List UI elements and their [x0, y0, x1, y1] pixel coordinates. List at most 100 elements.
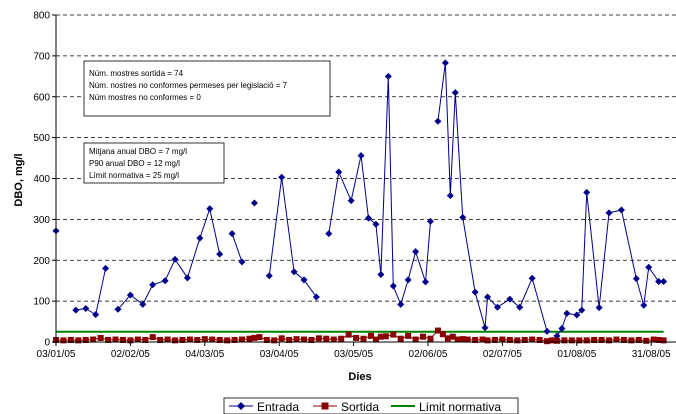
entrada-line-3 — [231, 233, 243, 263]
entrada-point — [426, 217, 434, 225]
sortida-point — [278, 335, 285, 342]
annotation-box-dbo: Mitjana anual DBO = 7 mg/l P90 anual DBO… — [83, 142, 225, 184]
entrada-point — [506, 295, 514, 303]
entrada-point — [364, 214, 372, 222]
sortida-point — [499, 336, 506, 343]
sortida-point — [561, 337, 568, 344]
sortida-point — [367, 332, 374, 339]
entrada-point — [459, 213, 467, 221]
sortida-point — [372, 336, 379, 343]
entrada-point — [434, 117, 442, 125]
sortida-point — [390, 331, 397, 338]
sortida-point — [315, 335, 322, 342]
sortida-point — [338, 335, 345, 342]
y-tick-labels: 0 100 200 300 400 500 600 700 800 — [33, 11, 50, 349]
entrada-point — [384, 72, 392, 80]
sortida-point — [464, 336, 471, 343]
y-tick-label-500: 500 — [33, 133, 50, 144]
entrada-point — [139, 300, 147, 308]
entrada-point — [484, 293, 492, 301]
sortida-point — [246, 335, 253, 342]
sortida-point — [142, 336, 149, 343]
sortida-point — [553, 337, 560, 344]
y-tick-label-0: 0 — [44, 338, 50, 349]
sortida-point — [97, 334, 104, 341]
sortida-point — [194, 336, 201, 343]
entrada-point — [149, 281, 157, 289]
x-tick-label-1: 02/02/05 — [111, 349, 150, 360]
x-tick-label-3: 03/04/05 — [260, 349, 299, 360]
entrada-point — [645, 263, 653, 271]
sortida-point — [172, 337, 179, 344]
sortida-point — [224, 337, 231, 344]
sortida-point — [484, 337, 491, 344]
entrada-point — [516, 303, 524, 311]
entrada-point — [196, 234, 204, 242]
sortida-point — [635, 336, 642, 343]
y-tick-label-600: 600 — [33, 92, 50, 103]
sortida-point — [598, 336, 605, 343]
sortida-point — [491, 336, 498, 343]
sortida-point — [216, 336, 223, 343]
sortida-point — [628, 337, 635, 344]
sortida-point — [251, 334, 258, 341]
annotation-box-dbo-frame — [83, 142, 225, 184]
sortida-point — [286, 336, 293, 343]
sortida-point — [90, 336, 97, 343]
entrada-point — [578, 306, 586, 314]
sortida-point — [330, 336, 337, 343]
sortida-point — [591, 336, 598, 343]
entrada-point — [357, 152, 365, 160]
entrada-point — [640, 301, 648, 309]
y-axis-title: DBO, mg/l — [13, 153, 25, 206]
sortida-point — [655, 336, 662, 343]
sortida-point — [427, 335, 434, 342]
sortida-point — [164, 336, 171, 343]
sortida-point — [263, 336, 270, 343]
x-tick-label-7: 01/08/05 — [557, 349, 596, 360]
entrada-point — [605, 209, 613, 217]
sortida-point — [454, 336, 461, 343]
y-tick-label-800: 800 — [33, 11, 50, 22]
annotation-box-mostres-frame — [83, 60, 331, 117]
entrada-point — [102, 264, 110, 272]
entrada-point — [412, 248, 420, 256]
annotation-mostres-line-1: Núm. mostres sortida = 74 — [89, 69, 184, 78]
sortida-point — [650, 336, 657, 343]
entrada-point — [72, 306, 80, 314]
sortida-point — [82, 336, 89, 343]
x-tick-label-2: 04/03/05 — [185, 349, 224, 360]
sortida-point — [157, 336, 164, 343]
entrada-point — [300, 276, 308, 284]
sortida-point — [186, 336, 193, 343]
sortida-point — [353, 334, 360, 341]
sortida-point — [536, 336, 543, 343]
sortida-point — [529, 336, 536, 343]
x-tick-label-8: 31/08/05 — [632, 349, 671, 360]
legend: Entrada Sortida Límit normativa — [223, 397, 519, 414]
legend-frame — [223, 397, 519, 414]
sortida-point — [506, 336, 513, 343]
sortida-point — [420, 333, 427, 340]
annotation-dbo-line-3: Límit normativa = 25 mg/l — [89, 171, 179, 180]
sortida-point — [397, 335, 404, 342]
entrada-point — [543, 327, 551, 335]
entrada-point — [493, 303, 501, 311]
entrada-point — [553, 332, 561, 340]
sortida-point — [239, 336, 245, 343]
sortida-point — [439, 331, 446, 338]
entrada-point — [446, 192, 454, 200]
entrada-point — [238, 258, 246, 266]
sortida-point — [149, 334, 156, 341]
entrada-point — [617, 206, 625, 214]
entrada-point — [377, 271, 385, 279]
entrada-point — [228, 230, 236, 238]
sortida-point — [620, 336, 627, 343]
sortida-point — [382, 333, 389, 340]
annotation-dbo-line-2: P90 anual DBO = 12 mg/l — [89, 159, 180, 168]
entrada-point — [655, 278, 663, 286]
sortida-point — [606, 337, 613, 344]
entrada-point — [528, 274, 536, 282]
x-axis-title: Dies — [348, 371, 371, 383]
entrada-line-6 — [328, 76, 431, 306]
